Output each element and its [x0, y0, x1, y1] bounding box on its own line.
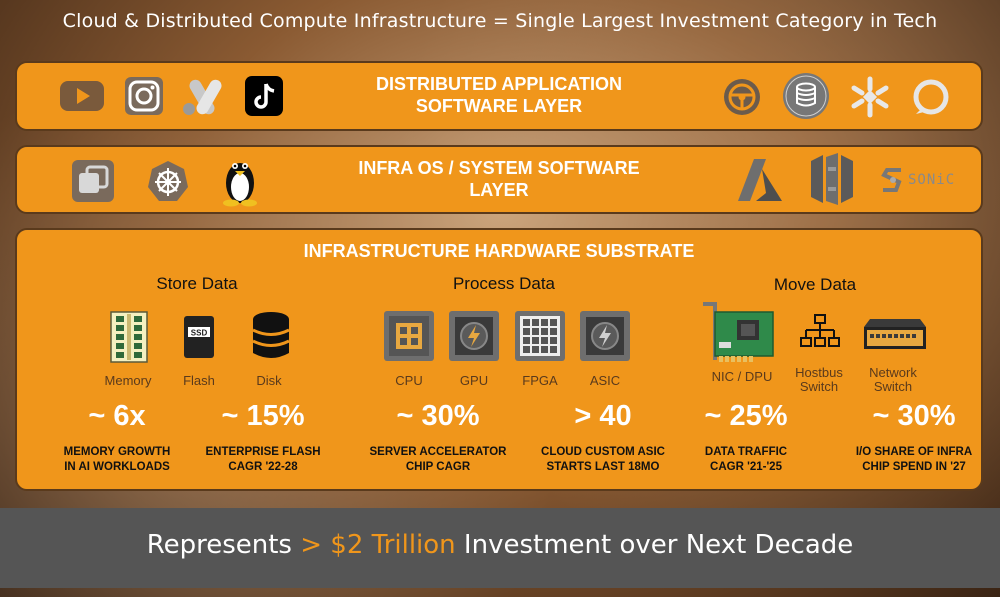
footer-suffix: Investment over Next Decade [455, 530, 854, 560]
io-share-metric: ~ 30% [872, 400, 956, 432]
memory-growth-desc: MEMORY GROWTH IN AI WORKLOADS [17, 445, 217, 475]
server-accelerator-desc-line1: SERVER ACCELERATOR [369, 446, 507, 458]
instagram-icon [125, 77, 163, 115]
footer-statement: Represents > $2 Trillion Investment over… [0, 530, 1000, 560]
asic-icon [580, 311, 630, 361]
nic-dpu-label: NIC / DPU [711, 369, 773, 384]
server-accelerator-desc: SERVER ACCELERATOR CHIP CAGR [338, 445, 538, 475]
memory-growth-desc-line1: MEMORY GROWTH [63, 446, 171, 458]
memory-growth-metric: ~ 6x [88, 400, 146, 432]
steering-wheel-icon [724, 79, 760, 115]
custom-asic-desc-line2: STARTS LAST 18MO [546, 461, 660, 473]
memory-icon [110, 311, 148, 363]
application-layer-title-line2: SOFTWARE LAYER [415, 96, 583, 116]
network-switch-label: Network Switch [869, 365, 917, 394]
server-accelerator-metric: ~ 30% [396, 400, 480, 432]
hostbus-switch-label: Hostbus Switch [795, 365, 843, 394]
application-layer-title: DISTRIBUTED APPLICATION SOFTWARE LAYER [17, 73, 981, 117]
gpu-label: GPU [459, 373, 489, 388]
custom-asic-metric: > 40 [574, 400, 632, 432]
footer-highlight: > $2 Trillion [300, 530, 456, 560]
process-data-heading: Process Data [452, 274, 556, 293]
data-traffic-metric: ~ 25% [704, 400, 788, 432]
kubernetes-icon [148, 161, 188, 201]
io-share-desc-line1: I/O SHARE OF INFRA [855, 446, 973, 458]
fpga-label: FPGA [522, 373, 558, 388]
linux-tux-icon [223, 163, 257, 207]
azure-icon [738, 159, 782, 201]
store-data-heading: Store Data [156, 274, 238, 293]
disk-icon [252, 312, 290, 358]
network-switch-icon [864, 319, 926, 349]
gpu-icon [449, 311, 499, 361]
youtube-icon [60, 81, 104, 111]
data-traffic-desc-line2: CAGR '21-'25 [710, 461, 782, 473]
memory-label: Memory [104, 373, 152, 388]
io-share-desc: I/O SHARE OF INFRA CHIP SPEND IN '27 [814, 445, 1000, 475]
tiktok-icon [245, 76, 283, 116]
cpu-icon [384, 311, 434, 361]
server-accelerator-desc-line2: CHIP CAGR [405, 461, 471, 473]
page-title: Cloud & Distributed Compute Infrastructu… [62, 10, 938, 32]
vmware-icon [72, 160, 114, 202]
sonic-label: SONiC [908, 172, 956, 188]
alexa-icon [913, 79, 949, 115]
data-traffic-desc: DATA TRAFFIC CAGR '21-'25 [646, 445, 846, 475]
footer-banner: Represents > $2 Trillion Investment over… [0, 508, 1000, 588]
snowflake-icon [851, 76, 889, 118]
google-ads-icon [183, 79, 222, 115]
custom-asic-desc: CLOUD CUSTOM ASIC STARTS LAST 18MO [503, 445, 703, 475]
enterprise-flash-desc-line2: CAGR '22-28 [228, 461, 298, 473]
hardware-substrate-title: INFRASTRUCTURE HARDWARE SUBSTRATE [303, 241, 695, 261]
disk-label: Disk [256, 373, 282, 388]
enterprise-flash-desc: ENTERPRISE FLASH CAGR '22-28 [163, 445, 363, 475]
os-layer-title-line1: INFRA OS / SYSTEM SOFTWARE [358, 158, 640, 178]
asic-label: ASIC [589, 373, 621, 388]
footer-prefix: Represents [146, 530, 301, 560]
flash-label: Flash [183, 373, 215, 388]
oracle-database-icon [783, 73, 829, 119]
os-layer-title: INFRA OS / SYSTEM SOFTWARE LAYER [17, 157, 981, 201]
os-layer-title-line2: LAYER [469, 180, 529, 200]
aws-icon [811, 153, 853, 205]
sonic-logo: SONiC [881, 165, 961, 199]
fpga-icon [515, 311, 565, 361]
sonic-icon [881, 168, 902, 192]
memory-growth-desc-line2: IN AI WORKLOADS [64, 461, 170, 473]
move-data-heading: Move Data [773, 275, 857, 294]
data-traffic-desc-line1: DATA TRAFFIC [704, 446, 788, 458]
nic-dpu-icon [703, 302, 774, 362]
os-layer-band: INFRA OS / SYSTEM SOFTWARE LAYER [15, 145, 983, 214]
enterprise-flash-metric: ~ 15% [221, 400, 305, 432]
hostbus-switch-icon [800, 314, 840, 347]
application-layer-band: DISTRIBUTED APPLICATION SOFTWARE LAYER [15, 61, 983, 131]
cpu-label: CPU [395, 373, 423, 388]
enterprise-flash-desc-line1: ENTERPRISE FLASH [205, 446, 321, 458]
io-share-desc-line2: CHIP SPEND IN '27 [862, 461, 966, 473]
custom-asic-desc-line1: CLOUD CUSTOM ASIC [541, 446, 665, 458]
ssd-label: SSD [191, 329, 208, 338]
flash-ssd-icon: SSD [184, 316, 214, 358]
application-layer-title-line1: DISTRIBUTED APPLICATION [376, 74, 622, 94]
hardware-substrate-band: INFRASTRUCTURE HARDWARE SUBSTRATE Store … [15, 228, 983, 491]
